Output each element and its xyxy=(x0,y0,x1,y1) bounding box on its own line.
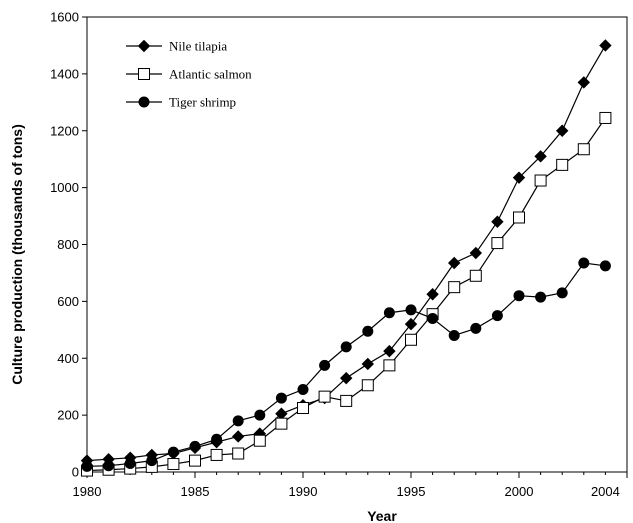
data-point-filled-circle xyxy=(232,415,244,427)
y-tick-label: 400 xyxy=(57,351,79,366)
y-tick-label: 1400 xyxy=(50,66,79,81)
data-point-open-square xyxy=(469,269,482,282)
x-tick-label: 2004 xyxy=(591,484,620,499)
x-tick-label: 1990 xyxy=(289,484,318,499)
data-point-open-square xyxy=(318,390,331,403)
data-point-open-square xyxy=(405,333,417,346)
data-point-filled-circle xyxy=(362,325,374,337)
data-point-open-square xyxy=(275,417,288,430)
data-point-open-square xyxy=(383,359,396,372)
data-point-filled-circle xyxy=(535,291,547,303)
y-tick-label: 800 xyxy=(57,237,79,252)
data-point-filled-circle xyxy=(340,341,352,353)
y-tick-label: 600 xyxy=(57,294,79,309)
data-point-open-square xyxy=(210,448,223,461)
data-point-filled-circle xyxy=(578,257,590,269)
data-point-filled-circle xyxy=(254,409,266,421)
y-tick-label: 0 xyxy=(72,465,79,480)
y-tick-label: 1600 xyxy=(50,10,79,25)
x-tick-label: 1995 xyxy=(397,484,426,499)
data-point-open-square xyxy=(513,211,525,224)
data-point-diamond xyxy=(491,215,504,228)
plot-frame xyxy=(86,16,628,473)
data-point-filled-circle xyxy=(297,384,309,396)
y-tick-label: 1000 xyxy=(50,180,79,195)
data-point-filled-circle xyxy=(491,310,503,322)
data-point-filled-circle xyxy=(405,304,417,316)
data-point-filled-circle xyxy=(167,446,179,458)
data-point-diamond xyxy=(447,256,461,270)
legend-label: Nile tilapia xyxy=(169,39,227,54)
data-point-diamond xyxy=(577,76,591,89)
legend-marker xyxy=(138,96,150,108)
data-point-diamond xyxy=(599,39,612,52)
data-point-diamond xyxy=(555,124,569,137)
data-point-filled-circle xyxy=(599,260,611,272)
data-point-diamond xyxy=(534,150,547,163)
data-point-filled-circle xyxy=(427,312,439,324)
data-point-open-square xyxy=(534,174,547,187)
data-point-open-square xyxy=(253,434,266,447)
data-point-filled-circle xyxy=(470,322,482,334)
legend-label: Atlantic salmon xyxy=(169,67,252,82)
x-axis-title: Year xyxy=(367,508,397,523)
data-point-open-square xyxy=(340,394,353,407)
x-tick-label: 1985 xyxy=(181,484,210,499)
data-point-filled-circle xyxy=(103,460,115,472)
legend: Nile tilapia Atlantic salmon Tiger shrimp xyxy=(126,39,252,110)
data-point-filled-circle xyxy=(146,455,158,467)
data-point-filled-circle xyxy=(275,392,287,404)
y-axis-title: Culture production (thousands of tons) xyxy=(9,124,25,385)
series-2 xyxy=(81,111,612,477)
data-point-open-square xyxy=(297,402,309,415)
data-point-diamond xyxy=(404,317,418,331)
data-point-filled-circle xyxy=(513,290,525,302)
data-point-open-square xyxy=(167,458,180,471)
data-point-open-square xyxy=(361,379,374,392)
x-axis-ticks: 1980 1985 1990 1995 2000 2004 xyxy=(73,472,628,499)
data-point-filled-circle xyxy=(383,307,395,319)
series-line xyxy=(86,117,606,472)
legend-label: Tiger shrimp xyxy=(169,95,236,110)
series-layer xyxy=(80,39,612,477)
data-point-diamond xyxy=(361,357,375,371)
data-point-diamond xyxy=(339,371,353,385)
data-point-open-square xyxy=(189,454,201,467)
data-point-filled-circle xyxy=(189,440,201,452)
data-point-filled-circle xyxy=(556,287,568,299)
data-point-filled-circle xyxy=(124,457,136,469)
series-line xyxy=(86,262,606,467)
y-tick-label: 1200 xyxy=(50,123,79,138)
x-tick-label: 1980 xyxy=(73,484,102,499)
plot-area xyxy=(86,16,628,473)
y-axis-ticks: 0 200 400 600 800 1000 1200 1400 1600 xyxy=(50,10,87,480)
y-tick-label: 200 xyxy=(57,408,79,423)
series-3 xyxy=(81,257,611,472)
legend-marker xyxy=(137,39,151,53)
data-point-diamond xyxy=(383,344,396,358)
data-point-open-square xyxy=(232,447,245,460)
data-point-open-square xyxy=(556,158,569,171)
data-point-open-square xyxy=(448,281,461,294)
data-point-open-square xyxy=(577,143,590,156)
data-point-diamond xyxy=(469,246,483,260)
data-point-open-square xyxy=(599,111,612,124)
legend-marker xyxy=(138,68,150,80)
data-point-filled-circle xyxy=(211,433,223,445)
data-point-filled-circle xyxy=(81,460,93,472)
x-tick-label: 2000 xyxy=(505,484,534,499)
data-point-diamond xyxy=(512,171,526,184)
data-point-diamond xyxy=(231,430,245,443)
data-point-filled-circle xyxy=(448,330,460,341)
data-point-diamond xyxy=(426,288,439,301)
data-point-filled-circle xyxy=(319,359,331,371)
data-point-open-square xyxy=(491,237,504,250)
